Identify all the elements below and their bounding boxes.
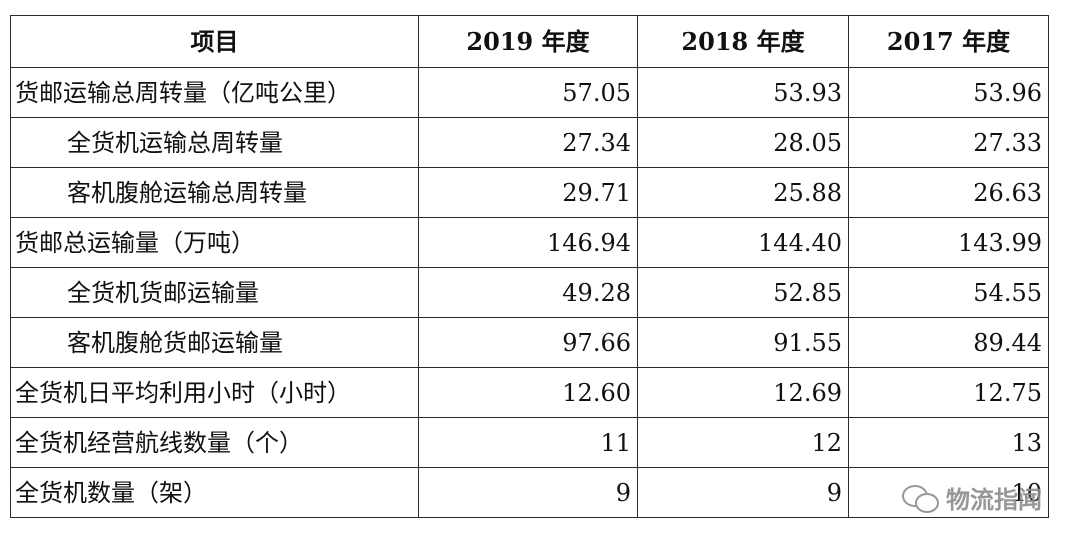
cell-2018: 144.40: [637, 217, 849, 268]
row-label: 客机腹舱货邮运输量: [10, 317, 419, 368]
data-table-container: 项目 2019 年度 2018 年度 2017 年度 货邮运输总周转量（亿吨公里…: [10, 15, 1049, 518]
table-row: 全货机运输总周转量 27.34 28.05 27.33: [10, 117, 1049, 168]
cell-2017: 53.96: [848, 67, 1049, 118]
cell-2019: 27.34: [418, 117, 638, 168]
cell-2019: 49.28: [418, 267, 638, 318]
table-row: 全货机数量（架） 9 9 10: [10, 467, 1049, 518]
cell-2017: 89.44: [848, 317, 1049, 368]
cell-2019: 11: [418, 417, 638, 468]
header-2017: 2017 年度: [848, 15, 1049, 68]
cargo-statistics-table: 项目 2019 年度 2018 年度 2017 年度 货邮运输总周转量（亿吨公里…: [10, 15, 1049, 518]
cell-2019: 12.60: [418, 367, 638, 418]
header-2018: 2018 年度: [637, 15, 849, 68]
table-row: 客机腹舱货邮运输量 97.66 91.55 89.44: [10, 317, 1049, 368]
cell-2019: 146.94: [418, 217, 638, 268]
cell-2017: 13: [848, 417, 1049, 468]
row-label: 货邮运输总周转量（亿吨公里）: [10, 67, 419, 118]
cell-2018: 9: [637, 467, 849, 518]
cell-2017: 12.75: [848, 367, 1049, 418]
row-label: 全货机经营航线数量（个）: [10, 417, 419, 468]
row-label: 全货机货邮运输量: [10, 267, 419, 318]
header-item: 项目: [10, 15, 419, 68]
table-row: 全货机日平均利用小时（小时） 12.60 12.69 12.75: [10, 367, 1049, 418]
watermark-text: 物流指闻: [946, 486, 1042, 514]
row-label: 全货机数量（架）: [10, 467, 419, 518]
table-row: 全货机经营航线数量（个） 11 12 13: [10, 417, 1049, 468]
row-label: 全货机日平均利用小时（小时）: [10, 367, 419, 418]
table-row: 客机腹舱运输总周转量 29.71 25.88 26.63: [10, 167, 1049, 218]
cell-2019: 57.05: [418, 67, 638, 118]
row-label: 客机腹舱运输总周转量: [10, 167, 419, 218]
cell-2018: 53.93: [637, 67, 849, 118]
cell-2019: 29.71: [418, 167, 638, 218]
watermark: 物流指闻: [902, 480, 1042, 515]
cell-2018: 25.88: [637, 167, 849, 218]
cell-2017: 10: [848, 467, 1049, 518]
cell-2017: 143.99: [848, 217, 1049, 268]
row-label: 货邮总运输量（万吨）: [10, 217, 419, 268]
cell-2018: 12: [637, 417, 849, 468]
cell-2018: 91.55: [637, 317, 849, 368]
header-2019: 2019 年度: [418, 15, 638, 68]
cell-2019: 97.66: [418, 317, 638, 368]
cell-2017: 54.55: [848, 267, 1049, 318]
cell-2018: 12.69: [637, 367, 849, 418]
row-label: 全货机运输总周转量: [10, 117, 419, 168]
cell-2017: 26.63: [848, 167, 1049, 218]
cell-2019: 9: [418, 467, 638, 518]
wechat-icon: [902, 483, 940, 513]
cell-2018: 28.05: [637, 117, 849, 168]
table-row: 货邮总运输量（万吨） 146.94 144.40 143.99: [10, 217, 1049, 268]
cell-2017: 27.33: [848, 117, 1049, 168]
table-header-row: 项目 2019 年度 2018 年度 2017 年度: [10, 15, 1049, 68]
table-row: 货邮运输总周转量（亿吨公里） 57.05 53.93 53.96: [10, 67, 1049, 118]
cell-2018: 52.85: [637, 267, 849, 318]
table-row: 全货机货邮运输量 49.28 52.85 54.55: [10, 267, 1049, 318]
